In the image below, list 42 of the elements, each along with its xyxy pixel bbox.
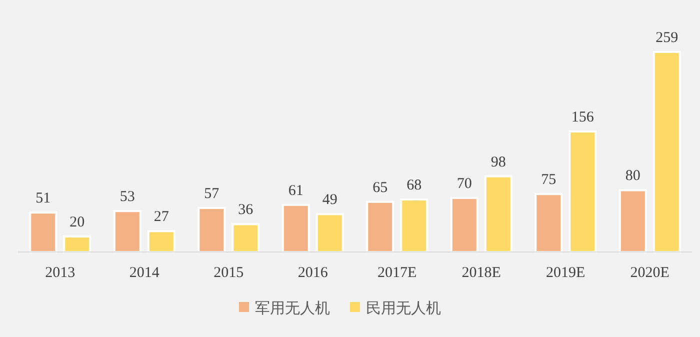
bar <box>450 196 478 253</box>
bar <box>232 223 260 253</box>
data-label: 61 <box>288 182 304 199</box>
bar <box>29 212 58 253</box>
data-label: 70 <box>456 176 472 192</box>
bar <box>366 200 394 253</box>
data-label: 20 <box>70 214 85 231</box>
data-label: 156 <box>571 110 594 126</box>
bar <box>618 189 647 253</box>
data-label: 36 <box>238 202 254 218</box>
bar <box>316 213 344 253</box>
bar <box>147 230 176 253</box>
bar <box>484 175 512 253</box>
x-tick-label: 2016 <box>298 265 328 281</box>
x-tick-label: 2015 <box>214 265 244 281</box>
bar <box>400 198 428 253</box>
data-label: 98 <box>490 154 506 170</box>
x-tick-label: 2014 <box>129 265 160 281</box>
data-label: 68 <box>406 177 422 194</box>
data-label: 53 <box>120 189 135 206</box>
x-tick-label: 2017E <box>378 265 417 281</box>
bar <box>113 210 142 253</box>
bar <box>63 236 92 253</box>
data-label: 65 <box>372 180 388 196</box>
data-label: 259 <box>656 30 678 46</box>
data-label: 51 <box>36 190 51 207</box>
data-label: 57 <box>204 186 220 202</box>
x-tick-label: 2020E <box>630 265 670 281</box>
bar <box>568 130 597 253</box>
data-label: 75 <box>541 172 556 188</box>
bar <box>198 206 226 253</box>
bar <box>282 204 310 253</box>
data-label: 27 <box>154 209 170 226</box>
legend-label: 民用无人机 <box>366 299 441 317</box>
legend-label: 军用无人机 <box>255 299 330 317</box>
data-label: 49 <box>322 192 338 208</box>
bar <box>534 193 563 253</box>
x-tick-label: 2018E <box>462 265 501 281</box>
data-label: 80 <box>625 168 640 184</box>
bar <box>652 51 681 253</box>
x-tick-label: 2013 <box>45 265 76 281</box>
x-tick-label: 2019E <box>546 265 586 281</box>
